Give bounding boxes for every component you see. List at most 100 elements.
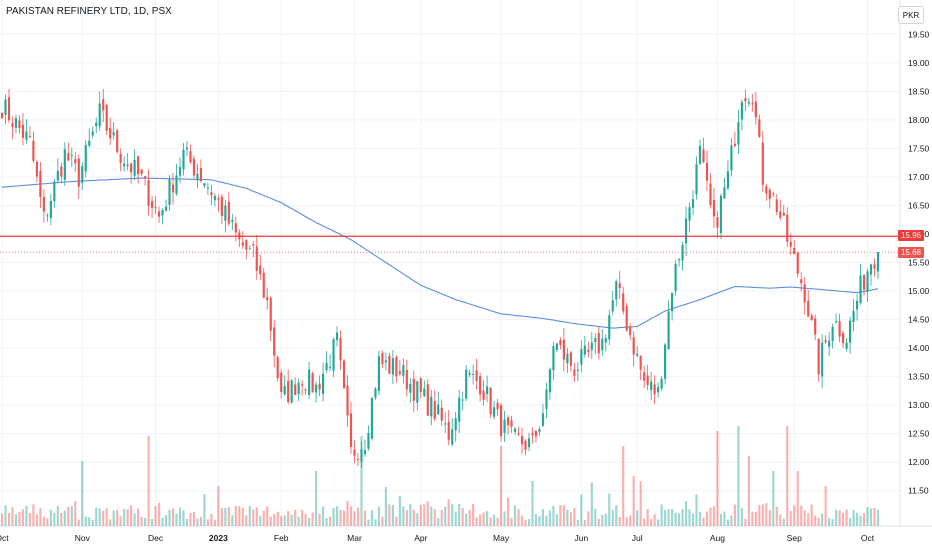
volume-bar (807, 513, 810, 526)
volume-bar (433, 509, 436, 526)
volume-bar (384, 487, 387, 526)
candle-body (726, 171, 730, 189)
y-tick-label: 18.00 (908, 115, 930, 125)
volume-bar (454, 511, 457, 526)
volume-bar (705, 511, 709, 526)
candle-body (653, 384, 656, 395)
volume-bar (325, 518, 328, 526)
candle-body (587, 349, 590, 352)
currency-button[interactable]: PKR (898, 6, 924, 24)
volume-bar (35, 514, 38, 526)
volume-bar (730, 515, 733, 526)
volume-bar (147, 436, 150, 526)
candle-body (796, 252, 799, 274)
candle-body (754, 101, 757, 118)
candle-body (203, 183, 206, 187)
candle-body (828, 340, 831, 347)
volume-bar (552, 505, 555, 526)
candle-body (388, 355, 391, 374)
volume-bar (171, 508, 175, 526)
candle-body (248, 248, 251, 250)
x-tick-label: Feb (274, 533, 289, 543)
volume-bar (339, 510, 342, 526)
volume-bar (419, 504, 422, 526)
candle-body (855, 300, 859, 310)
volume-bar (664, 509, 667, 526)
volume-bar (862, 513, 866, 526)
chart-title: PAKISTAN REFINERY LTD, 1D, PSX (6, 6, 172, 17)
volume-bar (140, 516, 143, 526)
candle-body (862, 275, 866, 290)
candle-body (709, 183, 712, 206)
volume-bar (709, 507, 712, 526)
x-tick-label: Oct (861, 533, 875, 543)
candle-body (510, 420, 513, 427)
candle-body (737, 122, 740, 145)
candle-body (646, 375, 649, 386)
volume-bar (374, 519, 377, 526)
candle-body (262, 272, 265, 298)
volume-bar (70, 505, 73, 526)
candle-body (157, 211, 161, 217)
candle-body (133, 159, 136, 176)
volume-bar (105, 508, 108, 526)
candle-body (499, 405, 503, 437)
volume-bar (566, 509, 569, 526)
candle-body (308, 369, 311, 395)
volume-bar (719, 513, 723, 526)
candle-body (346, 385, 349, 416)
volume-bar (653, 514, 656, 526)
volume-bar (255, 507, 258, 526)
candle-body (597, 333, 600, 354)
y-tick-label: 13.00 (908, 400, 930, 410)
volume-bar (4, 505, 7, 526)
volume-bar (0, 513, 4, 526)
volume-bar (789, 510, 792, 526)
candle-body (423, 388, 426, 397)
candle-body (14, 118, 18, 128)
volume-bar (349, 506, 353, 526)
volume-bar (737, 426, 740, 526)
volume-bar (297, 516, 300, 526)
candle-body (217, 198, 220, 200)
volume-bar (758, 505, 761, 526)
candle-body (42, 197, 45, 212)
volume-bar (842, 512, 845, 526)
candle-body (116, 130, 119, 152)
candle-body (517, 433, 520, 435)
candle-body (105, 104, 108, 131)
candle-body (859, 275, 862, 304)
candle-body (335, 332, 339, 341)
candle-body (0, 112, 4, 119)
candle-body (601, 338, 604, 351)
volume-bar (866, 506, 869, 526)
candle-body (259, 265, 262, 275)
candle-body (328, 366, 332, 368)
candle-body (154, 207, 157, 209)
volume-bar (84, 516, 87, 526)
candle-body (817, 338, 820, 375)
candle-body (164, 206, 168, 211)
volume-bar (580, 494, 583, 526)
candle-body (426, 384, 429, 416)
candle-body (447, 421, 450, 440)
volume-bar (318, 513, 321, 526)
candle-body (468, 372, 471, 375)
volume-bar (726, 519, 730, 526)
candle-body (391, 358, 394, 375)
volume-bar (650, 519, 653, 526)
volume-bar (32, 504, 35, 526)
volume-bar (643, 518, 646, 526)
candle-body (171, 184, 175, 193)
volume-bar (360, 436, 363, 526)
volume-bar (423, 504, 426, 526)
candle-body (123, 163, 126, 167)
candle-body (531, 432, 534, 436)
candle-body (377, 356, 381, 391)
x-tick-label: Jun (574, 533, 588, 543)
volume-bar (702, 517, 705, 526)
volume-bar (562, 505, 565, 526)
volume-bar (217, 486, 220, 526)
candle-body (84, 145, 87, 172)
